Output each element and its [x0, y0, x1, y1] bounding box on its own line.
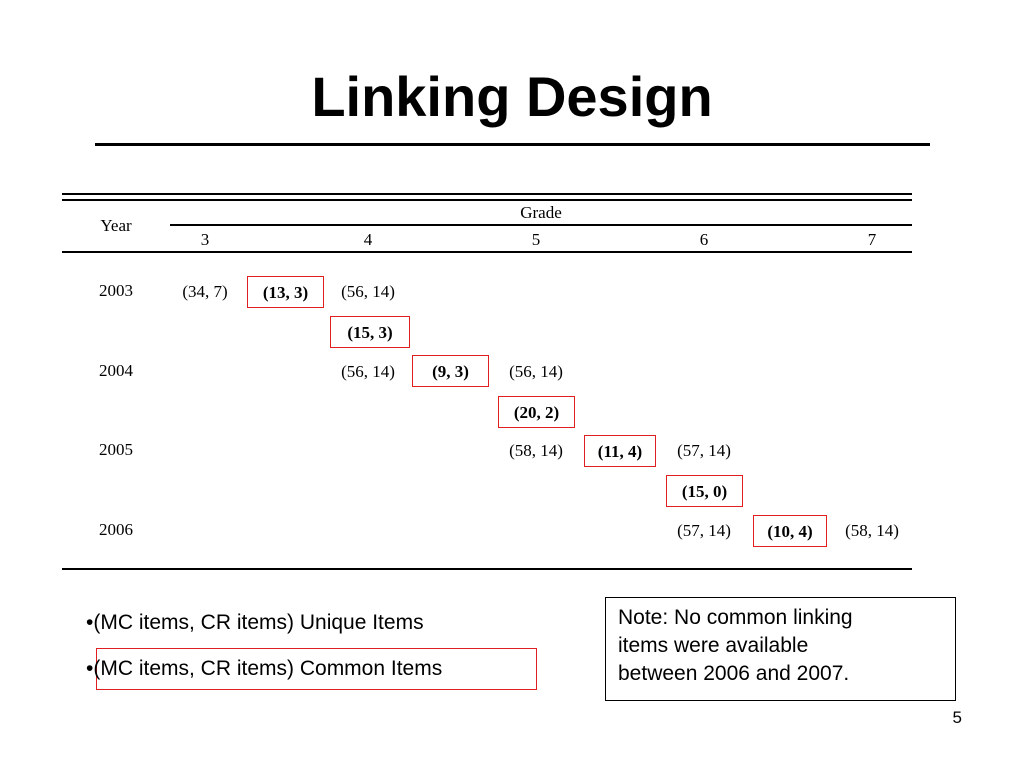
header-bottom-rule [62, 251, 912, 253]
legend-common-box [96, 648, 537, 690]
table-bottom-rule [62, 568, 912, 570]
linking-items-cell: (15, 0) [666, 475, 743, 507]
year-2004: 2004 [99, 361, 133, 380]
unique-items-cell: (56, 14) [341, 282, 395, 301]
unique-items-cell: (58, 14) [845, 521, 899, 540]
grade-header: Grade [520, 203, 562, 222]
note-line: between 2006 and 2007. [618, 662, 850, 685]
table-top-rule-2 [62, 199, 912, 201]
linking-items-cell: (20, 2) [498, 396, 575, 428]
unique-items-cell: (34, 7) [182, 282, 228, 301]
year-2003: 2003 [99, 281, 133, 300]
note-box: Note: No common linking items were avail… [605, 597, 956, 701]
page-number: 5 [952, 708, 962, 727]
year-header: Year [100, 216, 132, 235]
slide-title: Linking Design [311, 65, 713, 128]
unique-items-cell: (58, 14) [509, 441, 563, 460]
legend-common-items: •(MC items, CR items) Common Items [86, 657, 443, 680]
grade-4-header: 4 [363, 230, 373, 249]
year-2006: 2006 [99, 520, 133, 539]
unique-items-cell: (57, 14) [677, 521, 731, 540]
common-items-cell: (13, 3) [247, 276, 324, 308]
unique-items-cell: (56, 14) [341, 362, 395, 381]
common-items-cell: (10, 4) [753, 515, 827, 547]
grade-header-rule [170, 224, 912, 226]
linking-items-cell: (15, 3) [330, 316, 410, 348]
title-divider [95, 143, 930, 146]
table-top-rule-1 [62, 193, 912, 195]
note-line: items were available [618, 634, 809, 657]
common-items-cell: (9, 3) [412, 355, 489, 387]
legend-unique-items: •(MC items, CR items) Unique Items [86, 611, 424, 634]
year-2005: 2005 [99, 440, 133, 459]
grade-3-header: 3 [200, 230, 210, 249]
unique-items-cell: (56, 14) [509, 362, 563, 381]
common-items-cell: (11, 4) [584, 435, 656, 467]
grade-5-header: 5 [531, 230, 541, 249]
unique-items-cell: (57, 14) [677, 441, 731, 460]
note-line: Note: No common linking [618, 606, 853, 629]
grade-7-header: 7 [867, 230, 877, 249]
grade-6-header: 6 [699, 230, 709, 249]
